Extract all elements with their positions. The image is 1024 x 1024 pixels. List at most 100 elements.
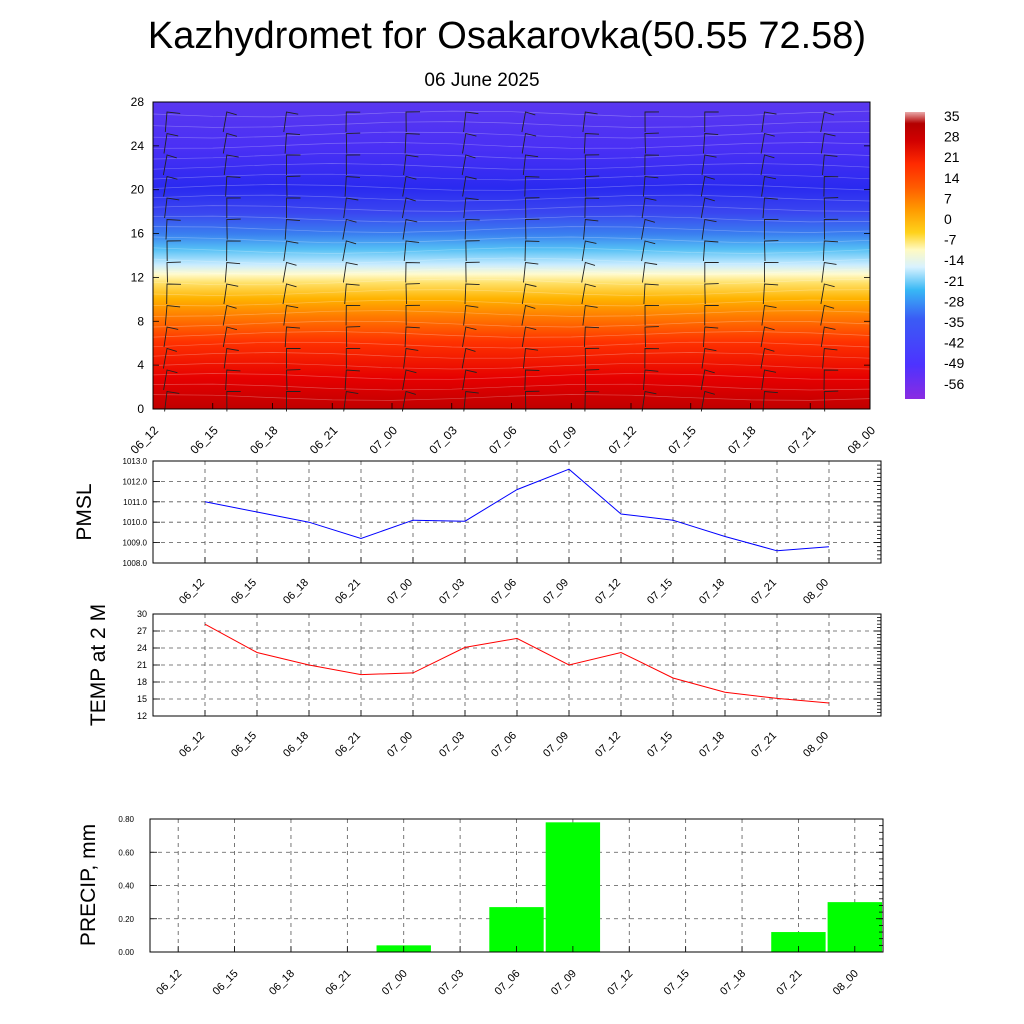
wind-barb xyxy=(463,390,479,412)
temp2m-ytick-label: 12 xyxy=(137,711,147,721)
wind-barb xyxy=(166,283,182,305)
temp2m-xtick-label: 07_15 xyxy=(645,730,675,760)
temp2m-xtick-label: 06_12 xyxy=(177,730,207,760)
wind-barb xyxy=(700,369,715,391)
wind-barb xyxy=(345,154,361,176)
precip-grid xyxy=(150,819,883,952)
wind-barb xyxy=(820,111,835,133)
wind-barb xyxy=(584,175,600,197)
wind-barb xyxy=(641,240,656,262)
pmsl-xtick-label: 08_00 xyxy=(801,577,831,607)
wind-barb xyxy=(700,175,715,197)
wind-barb xyxy=(522,347,539,369)
pmsl-xtick-label: 07_06 xyxy=(489,577,519,607)
cs-ytick-label: 12 xyxy=(131,270,145,284)
wind-barb xyxy=(704,262,719,283)
wind-barb xyxy=(463,111,479,133)
pmsl-series-line xyxy=(204,468,830,552)
isotherm-line xyxy=(152,121,871,128)
wind-barb xyxy=(462,369,477,391)
precip-xtick-label: 07_03 xyxy=(436,968,466,998)
isotherm-line xyxy=(152,394,871,401)
wind-barb xyxy=(761,304,777,326)
wind-barb xyxy=(166,240,182,262)
precip-bar xyxy=(771,932,826,952)
temp2m-xtick-label: 08_00 xyxy=(801,730,831,760)
wind-barb xyxy=(823,197,839,219)
wind-barb xyxy=(344,176,360,197)
precip-xtick-label: 06_18 xyxy=(267,968,297,998)
wind-barb xyxy=(345,111,361,133)
wind-barb xyxy=(760,132,775,154)
wind-barb xyxy=(165,219,181,240)
wind-barb xyxy=(405,262,421,283)
cs-xtick-label: 06_12 xyxy=(128,423,162,457)
colorbar-label: 21 xyxy=(944,149,960,165)
cs-ytick-label: 8 xyxy=(137,314,144,328)
pmsl-panel: 1008.0 1009.0 1010.0 1011.0 1012.0 1013.0 06_1… xyxy=(73,457,882,607)
wind-barb xyxy=(641,197,657,219)
wind-barb xyxy=(222,132,238,154)
wind-barb xyxy=(762,283,779,305)
wind-barb xyxy=(701,154,717,176)
wind-barb xyxy=(283,240,299,262)
wind-barb xyxy=(342,261,358,283)
wind-barb xyxy=(286,197,301,218)
temp2m-ytick-label: 24 xyxy=(137,643,147,653)
cs-xtick-label: 07_12 xyxy=(606,423,640,457)
colorbar-label: 35 xyxy=(944,108,960,124)
cs-xtick-label: 07_15 xyxy=(665,423,699,457)
wind-barb xyxy=(521,132,537,154)
colorbar-label: 0 xyxy=(944,211,952,227)
pmsl-ytick-label: 1008.0 xyxy=(123,559,148,568)
temperature-colorbar: 35 28 21 14 7 0 -7 -14 -21 -28 -35 -42 -49 -56 xyxy=(905,108,964,399)
wind-barb xyxy=(820,326,836,348)
isotherm-lines xyxy=(152,110,871,401)
isotherm-line xyxy=(152,226,871,233)
wind-barb xyxy=(345,326,361,348)
wind-barb xyxy=(584,347,600,369)
wind-barb xyxy=(704,305,719,326)
colorbar-label: -21 xyxy=(944,273,964,289)
wind-barb xyxy=(465,240,480,262)
wind-barb xyxy=(583,219,599,240)
wind-barb xyxy=(642,369,659,391)
chart-title: Kazhydromet for Osakarovka(50.55 72.58) xyxy=(148,15,866,57)
wind-barb xyxy=(761,175,777,197)
temp2m-xtick-label: 07_21 xyxy=(749,730,779,760)
wind-barb xyxy=(462,326,477,348)
wind-barb xyxy=(525,218,540,240)
wind-barb xyxy=(164,305,181,326)
colorbar-label: 7 xyxy=(944,190,952,206)
temp2m-xtick-label: 06_15 xyxy=(229,730,259,760)
pmsl-xtick-label: 06_21 xyxy=(333,577,363,607)
pmsl-ytick-label: 1009.0 xyxy=(123,539,148,548)
wind-barb xyxy=(581,240,597,262)
isotherm-line xyxy=(152,131,871,139)
isotherm-line xyxy=(152,236,871,244)
wind-barb xyxy=(162,154,177,176)
wind-barb xyxy=(345,347,361,369)
cs-ytick-label: 20 xyxy=(131,183,145,197)
isotherm-line xyxy=(152,194,871,202)
isotherm-line xyxy=(152,383,871,391)
wind-barb xyxy=(823,218,839,240)
precip-xtick-label: 07_18 xyxy=(718,968,748,998)
wind-barb xyxy=(643,283,659,305)
wind-barb xyxy=(583,133,600,154)
wind-barb xyxy=(584,154,600,176)
wind-barb xyxy=(760,326,775,348)
wind-barb xyxy=(286,348,301,369)
wind-barb xyxy=(644,111,660,133)
wind-barb xyxy=(342,218,357,240)
wind-barb xyxy=(463,304,479,326)
isotherm-line xyxy=(152,278,871,286)
wind-barb xyxy=(286,391,301,412)
wind-barb xyxy=(764,261,779,283)
cs-xtick-label: 07_06 xyxy=(486,423,520,457)
wind-barb xyxy=(524,369,540,391)
wind-barbs xyxy=(162,111,839,412)
wind-barb xyxy=(761,111,777,133)
wind-barb xyxy=(223,347,239,369)
pmsl-xtick-label: 06_12 xyxy=(177,577,207,607)
